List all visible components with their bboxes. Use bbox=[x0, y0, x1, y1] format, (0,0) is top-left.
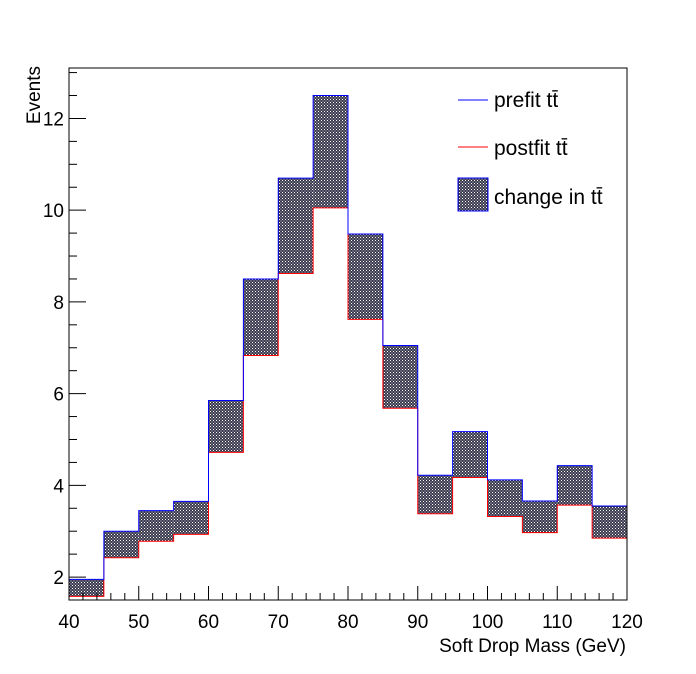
y-tick-label: 4 bbox=[53, 476, 64, 497]
legend-change-label: change in tt̄ bbox=[494, 186, 603, 209]
x-tick-label: 40 bbox=[58, 612, 79, 633]
x-tick-label: 90 bbox=[407, 612, 428, 633]
change-band-bin bbox=[487, 479, 523, 517]
postfit-series-line bbox=[69, 207, 627, 597]
change-band-bin bbox=[138, 510, 174, 542]
x-axis-label: Soft Drop Mass (GeV) bbox=[439, 636, 626, 657]
change-band-bin bbox=[522, 500, 558, 533]
x-tick-label: 80 bbox=[337, 612, 358, 633]
y-axis: 2 4 6 8 10 12 bbox=[43, 72, 86, 589]
change-band-bin bbox=[452, 431, 488, 478]
x-tick-label: 110 bbox=[542, 612, 572, 633]
legend-change-swatch bbox=[457, 177, 489, 212]
y-tick-label: 8 bbox=[53, 293, 64, 314]
legend: prefit tt̄ postfit tt̄ change in tt̄ bbox=[457, 89, 603, 212]
change-band-bin bbox=[103, 531, 139, 558]
legend-postfit-label: postfit tt̄ bbox=[494, 137, 568, 160]
change-band-bin bbox=[557, 465, 593, 506]
y-tick-label: 10 bbox=[43, 201, 64, 222]
series-layer bbox=[69, 95, 627, 597]
x-tick-label: 50 bbox=[128, 612, 149, 633]
x-tick-label: 60 bbox=[198, 612, 219, 633]
change-band-bin bbox=[313, 95, 348, 208]
x-tick-label: 70 bbox=[268, 612, 289, 633]
y-axis-label: Events bbox=[24, 66, 45, 124]
x-tick-label: 100 bbox=[472, 612, 504, 633]
x-axis: 40 50 60 70 80 90 100 110 120 bbox=[58, 586, 643, 633]
change-band-bin bbox=[348, 234, 383, 320]
change-band-bin bbox=[208, 400, 244, 453]
change-band-bin bbox=[69, 579, 104, 597]
change-band-bin bbox=[278, 178, 314, 274]
y-tick-label: 2 bbox=[53, 568, 64, 589]
y-tick-label: 12 bbox=[43, 109, 64, 130]
change-band-bin bbox=[592, 505, 627, 539]
legend-prefit-label: prefit tt̄ bbox=[494, 89, 558, 112]
y-tick-label: 6 bbox=[53, 385, 64, 406]
change-band-bin bbox=[243, 278, 279, 356]
x-tick-label: 120 bbox=[611, 612, 643, 633]
change-band-layer bbox=[69, 95, 627, 597]
change-band-bin bbox=[173, 501, 209, 535]
prefit-series-line bbox=[69, 95, 627, 580]
change-band-bin bbox=[417, 475, 453, 514]
change-band-bin bbox=[382, 345, 418, 409]
